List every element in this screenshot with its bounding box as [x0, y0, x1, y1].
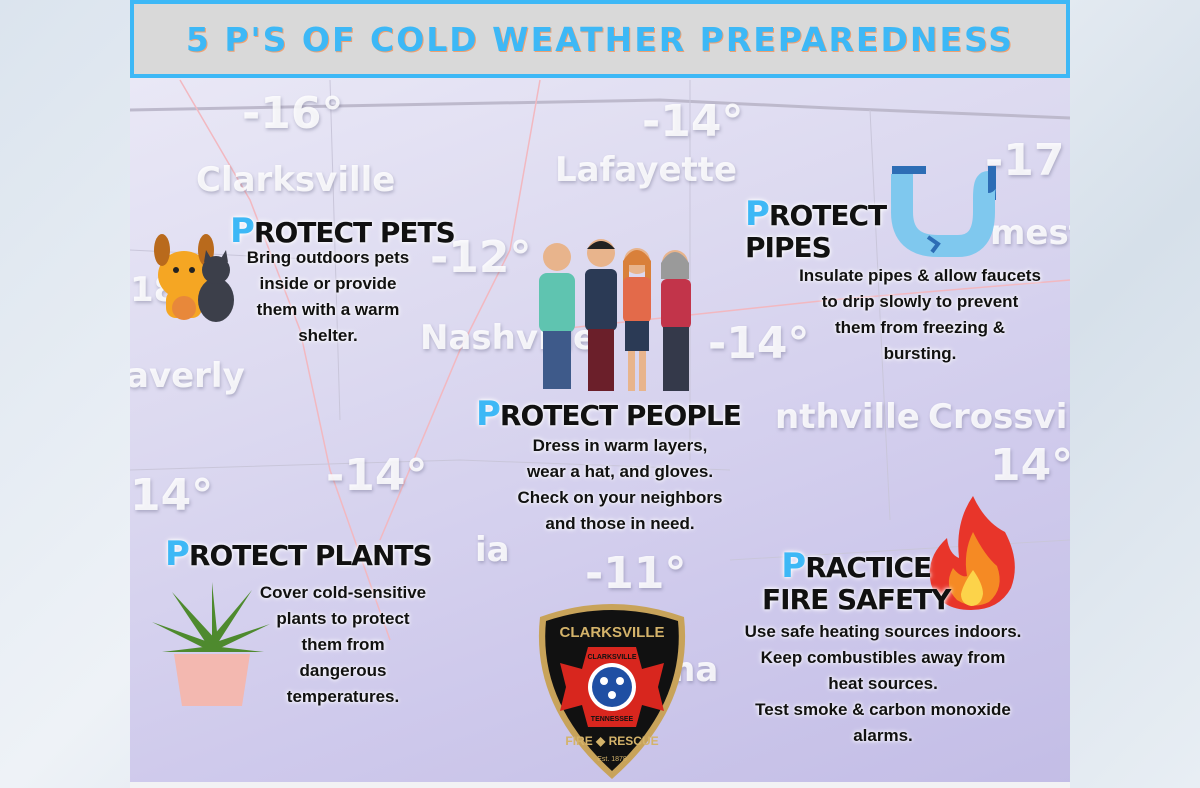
plant-icon: [152, 582, 270, 706]
map-city: ia: [475, 530, 510, 570]
svg-text:CLARKSVILLE: CLARKSVILLE: [588, 654, 637, 661]
svg-text:TENNESSEE: TENNESSEE: [591, 716, 634, 723]
svg-text:CLARKSVILLE: CLARKSVILLE: [560, 624, 665, 641]
bottom-strip: [130, 782, 1070, 788]
pets-title: PROTECT PETS: [230, 211, 456, 251]
people-title: PROTECT PEOPLE: [476, 394, 742, 434]
map-temp: -16°: [242, 88, 344, 139]
page-title: 5 P'S OF COLD WEATHER PREPAREDNESS: [185, 19, 1015, 59]
fire-title: PRACTICE FIRE SAFETY: [762, 546, 951, 617]
map-city: Clarksville: [196, 160, 396, 200]
map-temp: 14°: [130, 470, 214, 521]
map-temp: -14°: [708, 318, 810, 369]
clarksville-fire-rescue-logo: CLARKSVILLE CLARKSVILLE TENNESSEE FIRE ◆…: [538, 604, 686, 779]
map-city: mest: [990, 213, 1070, 253]
map-temp: -12°: [430, 232, 532, 283]
people-icon: [539, 239, 691, 391]
map-city: Lafayette: [555, 150, 738, 190]
map-temp: -14°: [326, 450, 428, 501]
pets-icon: [154, 234, 234, 322]
pets-text: Bring outdoors pets inside or provide them…: [246, 248, 410, 345]
infographic-panel: -16° -14° -17 -12° -14° 14° -14° 14° -11…: [130, 0, 1070, 788]
fire-text: Use safe heating sources indoors. Keep co…: [744, 622, 1022, 745]
pipes-title: PROTECT PIPES: [745, 194, 887, 265]
pipe-icon: [891, 166, 997, 257]
map-temp: 14°: [990, 440, 1070, 491]
plants-text: Cover cold-sensitive plants to protect the…: [259, 583, 427, 706]
map-temp: -14°: [642, 96, 744, 147]
map-temp: -17: [985, 135, 1065, 186]
people-text: Dress in warm layers, wear a hat, and glo…: [517, 436, 723, 533]
map-city: averly: [130, 356, 245, 396]
fire-icon: [929, 496, 1015, 610]
map-temp: -11°: [585, 548, 687, 599]
pipes-text: Insulate pipes & allow faucets to drip sl…: [799, 266, 1041, 363]
plants-title: PROTECT PLANTS: [165, 534, 433, 574]
header-banner: 5 P'S OF COLD WEATHER PREPAREDNESS: [130, 0, 1070, 78]
svg-text:Est. 1878: Est. 1878: [597, 756, 627, 763]
svg-text:FIRE ◆ RESCUE: FIRE ◆ RESCUE: [565, 734, 658, 748]
map-city: nthville: [775, 397, 920, 437]
map-city: Crossvil: [928, 397, 1070, 437]
